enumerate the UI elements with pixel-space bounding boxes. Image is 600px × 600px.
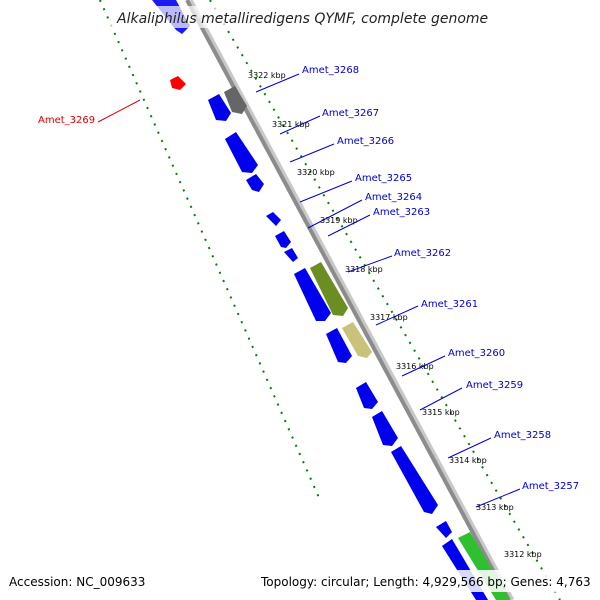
gene-label-amet-3268[interactable]: Amet_3268	[302, 65, 359, 76]
kbp-label: 3319 kbp	[320, 216, 358, 225]
gene-label-amet-3265[interactable]: Amet_3265	[355, 173, 412, 184]
gene-label-amet-3260[interactable]: Amet_3260	[448, 348, 505, 359]
kbp-label: 3317 kbp	[370, 313, 408, 322]
map-title: Alkaliphilus metalliredigens QYMF, compl…	[116, 11, 488, 27]
kbp-label: 3312 kbp	[504, 550, 542, 559]
kbp-label: 3313 kbp	[476, 503, 514, 512]
gene-amet-3261-khaki[interactable]	[342, 322, 372, 358]
gene-amet-3265[interactable]	[266, 212, 281, 226]
gene-labels: Amet_3269 Amet_3268 Amet_3267 Amet_3266 …	[38, 65, 579, 492]
inner-dotted-rail	[99, 0, 321, 501]
kbp-label: 3318 kbp	[345, 265, 383, 274]
gene-label-amet-3258[interactable]: Amet_3258	[494, 430, 551, 441]
gene-amet-3262[interactable]	[294, 268, 331, 321]
gene-amet-3263[interactable]	[284, 248, 298, 262]
title-backdrop	[110, 6, 490, 28]
gene-label-amet-3267[interactable]: Amet_3267	[322, 108, 379, 119]
label-connectors	[97, 73, 521, 508]
kbp-label: 3316 kbp	[396, 362, 434, 371]
gene-amet-3262-olive[interactable]	[310, 262, 348, 316]
accession-text: Accession: NC_009633	[9, 575, 145, 589]
gene-amet-3259[interactable]	[372, 411, 398, 446]
gene-amet-3267[interactable]	[225, 132, 258, 173]
kbp-label: 3322 kbp	[248, 71, 286, 80]
backbone-shadow	[187, 0, 515, 600]
kbp-label: 3315 kbp	[422, 408, 460, 417]
gene-amet-3264[interactable]	[275, 231, 291, 248]
footer-backdrop	[0, 570, 600, 592]
gene-label-amet-3259[interactable]: Amet_3259	[466, 380, 523, 391]
kbp-label: 3320 kbp	[297, 168, 335, 177]
gene-label-amet-3261[interactable]: Amet_3261	[421, 299, 478, 310]
gene-amet-3261[interactable]	[326, 328, 352, 363]
gene-amet-3269[interactable]	[170, 76, 186, 90]
gene-amet-3257[interactable]	[436, 521, 452, 538]
gene-label-amet-3264[interactable]: Amet_3264	[365, 192, 422, 203]
kbp-label: 3314 kbp	[449, 456, 487, 465]
kbp-label: 3321 kbp	[272, 120, 310, 129]
gene-label-amet-3269[interactable]: Amet_3269	[38, 115, 95, 126]
gene-amet-3268[interactable]	[208, 94, 231, 121]
gene-amet-3266[interactable]	[246, 174, 264, 192]
topology-text: Topology: circular; Length: 4,929,566 bp…	[260, 575, 591, 589]
gene-label-amet-3266[interactable]: Amet_3266	[337, 136, 394, 147]
gene-label-amet-3257[interactable]: Amet_3257	[522, 481, 579, 492]
kbp-axis-labels: 3322 kbp 3321 kbp 3320 kbp 3319 kbp 3318…	[248, 71, 542, 559]
gene-amet-3260[interactable]	[356, 382, 378, 409]
gene-label-amet-3262[interactable]: Amet_3262	[394, 248, 451, 259]
gene-label-amet-3263[interactable]: Amet_3263	[373, 207, 430, 218]
gene-amet-3258[interactable]	[391, 446, 438, 514]
gene-amet-3268-grey[interactable]	[224, 86, 247, 114]
